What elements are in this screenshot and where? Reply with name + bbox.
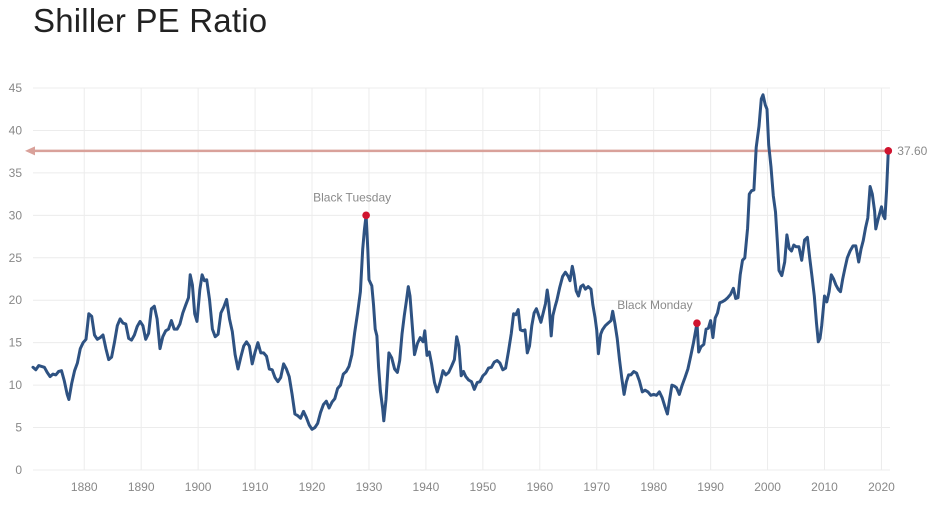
y-tick-label: 25: [9, 251, 23, 265]
y-tick-label: 45: [9, 81, 23, 95]
x-tick-label: 1940: [413, 480, 440, 494]
y-tick-label: 5: [15, 421, 22, 435]
y-tick-label: 35: [9, 166, 23, 180]
x-tick-label: 1960: [526, 480, 553, 494]
y-tick-label: 10: [9, 378, 23, 392]
y-tick-label: 15: [9, 336, 23, 350]
page-title: Shiller PE Ratio: [33, 2, 268, 39]
x-tick-label: 1890: [128, 480, 155, 494]
y-tick-label: 30: [9, 208, 23, 222]
x-tick-label: 1970: [583, 480, 610, 494]
y-axis: 0 5 10 15 20 25 30 35 40 45: [9, 81, 23, 477]
x-tick-label: 1900: [185, 480, 212, 494]
x-tick-label: 1930: [356, 480, 383, 494]
x-axis: 1880 1890 1900 1910 1920 1930 1940 1950 1960 1970…: [71, 480, 895, 494]
series-layer: [31, 93, 890, 431]
current-value-arrow-icon: [25, 146, 35, 156]
annotation-label: Black Monday: [617, 298, 692, 312]
series-line: [31, 93, 890, 431]
annotation-layer: Black Tuesday Black Monday: [313, 147, 893, 327]
x-tick-label: 2000: [754, 480, 781, 494]
y-tick-label: 0: [15, 463, 22, 477]
x-tick-label: 1880: [71, 480, 98, 494]
x-tick-label: 1990: [697, 480, 724, 494]
y-tick-label: 40: [9, 123, 23, 137]
grid: [33, 87, 890, 471]
x-tick-label: 1920: [299, 480, 326, 494]
x-tick-label: 1950: [470, 480, 497, 494]
current-value-reference: 37.60: [25, 144, 928, 158]
annotation-label: Black Tuesday: [313, 190, 391, 204]
current-value-marker: [884, 147, 893, 155]
x-tick-label: 2010: [811, 480, 838, 494]
annotation-marker: [362, 211, 370, 220]
annotation-marker: [693, 319, 701, 327]
x-tick-label: 1980: [640, 480, 667, 494]
y-tick-label: 20: [9, 293, 23, 307]
current-value-label: 37.60: [897, 144, 927, 158]
x-tick-label: 2020: [868, 480, 895, 494]
x-tick-label: 1910: [242, 480, 269, 494]
